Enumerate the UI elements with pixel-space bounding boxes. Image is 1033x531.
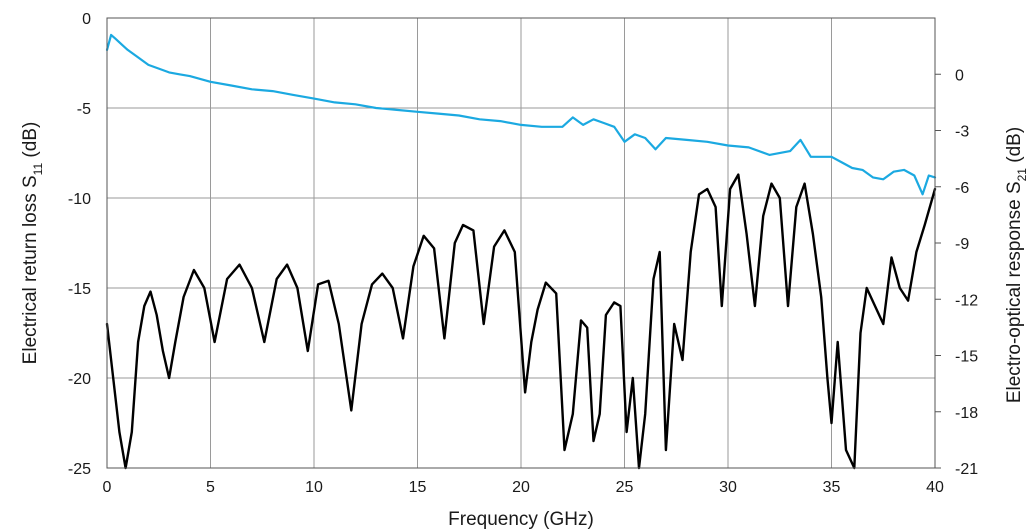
x-tick-label: 0 (103, 479, 112, 496)
x-tick-label: 20 (512, 479, 530, 496)
y-right-tick-labels: 0 -3 -6 -9 -12 -15 -18 -21 (935, 67, 978, 478)
y-left-title-unit: (dB) (20, 122, 41, 163)
series-line-s21 (105, 33, 937, 196)
y-left-tick-label: -5 (77, 101, 91, 118)
x-tick-label: 40 (926, 479, 944, 496)
x-tick-label: 35 (823, 479, 841, 496)
y-right-tick-label: -9 (955, 236, 969, 253)
x-axis-title: Frequency (GHz) (448, 509, 594, 530)
y-left-tick-label: -25 (68, 461, 91, 478)
y-left-tick-label: -10 (68, 191, 91, 208)
y-left-title-subscript: 11 (31, 163, 45, 176)
y-right-title-unit: (dB) (1004, 127, 1025, 168)
y-right-tick-label: -18 (955, 405, 978, 422)
x-tick-label: 30 (719, 479, 737, 496)
y-right-title-main: Electro-optical response S (1004, 181, 1025, 403)
y-left-axis-title: Electrical return loss S11 (dB) (20, 122, 45, 365)
y-left-tick-labels: 0 -5 -10 -15 -20 -25 (68, 11, 91, 478)
y-right-tick-label: -3 (955, 124, 969, 141)
y-right-axis-title: Electro-optical response S21 (dB) (1004, 127, 1029, 403)
x-tick-label: 15 (409, 479, 427, 496)
y-right-title-subscript: 21 (1015, 168, 1029, 182)
x-tick-label: 10 (305, 479, 323, 496)
y-right-tick-label: -21 (955, 461, 978, 478)
y-left-tick-label: -15 (68, 281, 91, 298)
y-left-title-main: Electrical return loss S (20, 175, 41, 364)
y-right-tick-label: 0 (955, 67, 964, 84)
y-left-tick-label: 0 (82, 11, 91, 28)
y-left-tick-label: -20 (68, 371, 91, 388)
x-tick-labels: 0 5 10 15 20 25 30 35 40 (103, 479, 944, 496)
x-tick-label: 5 (206, 479, 215, 496)
y-right-tick-label: -15 (955, 349, 978, 366)
series-line-s11 (105, 173, 937, 470)
x-tick-label: 25 (616, 479, 634, 496)
series-layer (105, 33, 937, 470)
y-right-tick-label: -6 (955, 180, 969, 197)
y-right-tick-label: -12 (955, 292, 978, 309)
